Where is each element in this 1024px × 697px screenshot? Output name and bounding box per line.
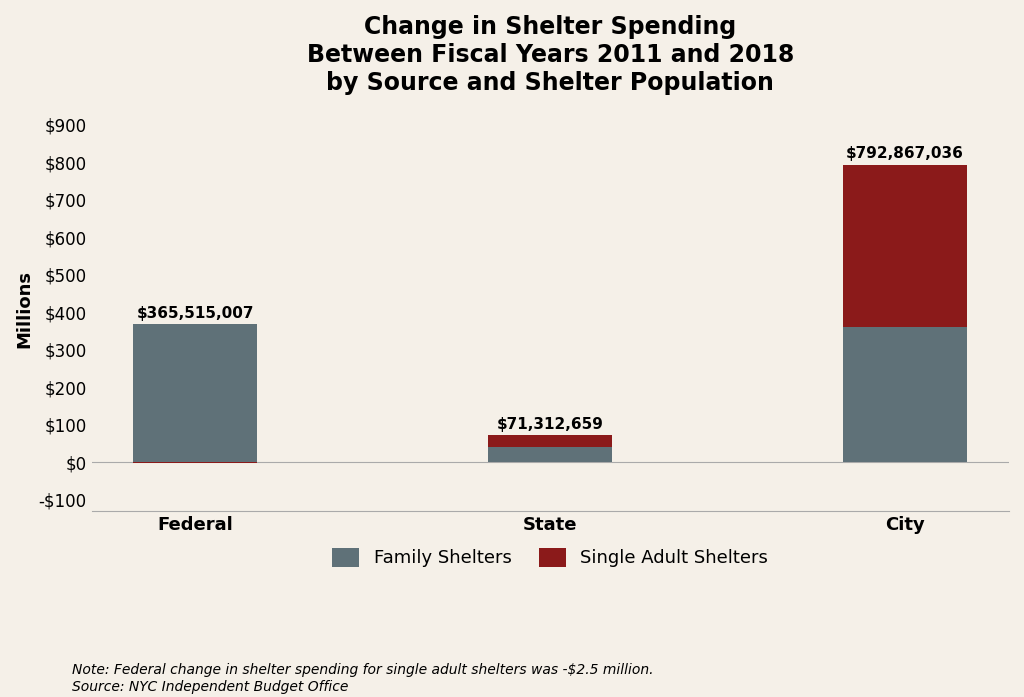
Text: Note: Federal change in shelter spending for single adult shelters was -$2.5 mil: Note: Federal change in shelter spending… — [72, 664, 653, 694]
Bar — [133, 324, 257, 462]
Y-axis label: Millions: Millions — [15, 270, 33, 348]
Bar — [488, 447, 612, 462]
Text: $792,867,036: $792,867,036 — [846, 146, 965, 162]
Text: $365,515,007: $365,515,007 — [136, 305, 254, 321]
Bar — [488, 436, 612, 447]
Text: $71,312,659: $71,312,659 — [497, 417, 604, 431]
Bar — [133, 462, 257, 463]
Bar — [843, 328, 968, 462]
Bar — [843, 165, 968, 328]
Legend: Family Shelters, Single Adult Shelters: Family Shelters, Single Adult Shelters — [325, 541, 775, 574]
Title: Change in Shelter Spending
Between Fiscal Years 2011 and 2018
by Source and Shel: Change in Shelter Spending Between Fisca… — [306, 15, 794, 95]
